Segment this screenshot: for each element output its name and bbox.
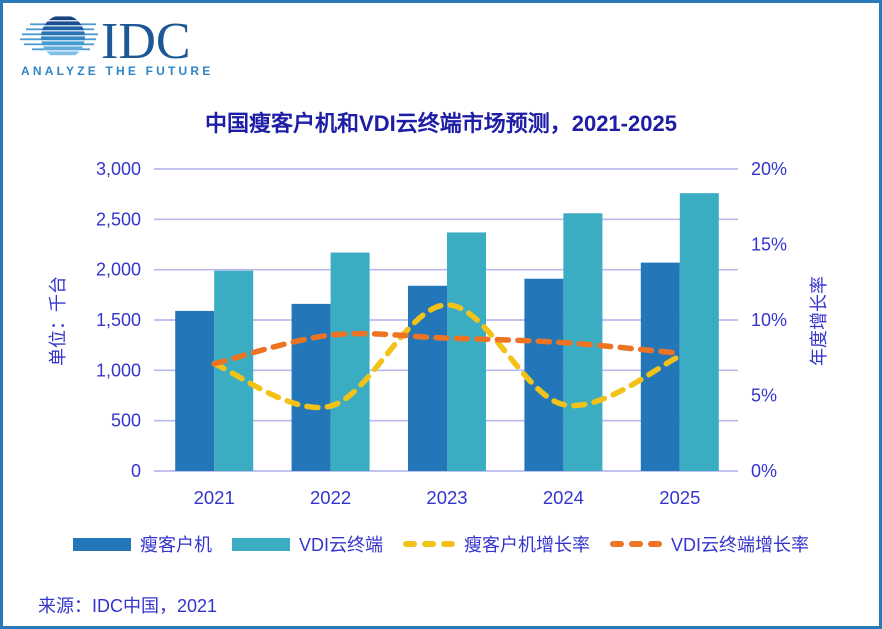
right-axis-tick-label: 5% [751,386,777,406]
legend-item-vdi: VDI云终端 [231,531,383,557]
legend-swatch-vdi-growth-dashes [610,541,662,547]
idc-globe-icon: IDC [20,13,191,70]
left-axis-tick-label: 500 [111,411,141,431]
x-axis-label-2024: 2024 [543,487,584,508]
right-axis-tick-label: 10% [751,310,787,330]
left-axis-tick-label: 0 [131,461,141,481]
bar-vdi-2025 [679,193,719,471]
bar-vdi-2022 [330,252,370,471]
x-axis-label-2023: 2023 [426,487,467,508]
legend-swatch-vdi-bar [231,537,290,551]
x-axis-label-2025: 2025 [659,487,700,508]
logo-idc-text: IDC [101,13,191,70]
bar-thin-client-2021 [175,310,215,471]
bar-vdi-2023 [447,232,486,471]
left-axis-tick-label: 2,500 [96,209,141,229]
left-axis-tick-label: 1,000 [96,360,141,380]
legend-item-vdi-growth: VDI云终端增长率 [610,531,809,557]
bar-thin-client-2023 [408,285,447,471]
bar-thin-client-2022 [291,303,331,471]
right-axis-tick-label: 0% [751,461,777,481]
x-axis-label-2022: 2022 [310,487,351,508]
x-axis-label-2021: 2021 [194,487,235,508]
chart-title: 中国瘦客户机和VDI云终端市场预测，2021-2025 [205,111,677,136]
legend-item-thin-client: 瘦客户机 [72,531,212,557]
right-axis-tick-label: 20% [751,159,787,179]
source-note: 来源：IDC中国，2021 [38,596,218,616]
right-axis-title: 年度增长率 [809,276,829,366]
legend: 瘦客户机 VDI云终端 瘦客户机增长率 VDI云终端增长率 [0,531,882,557]
legend-label-thin-client-growth: 瘦客户机增长率 [464,535,590,555]
legend-swatch-thin-client-growth-dashes [403,541,455,547]
left-axis-tick-label: 2,000 [96,260,141,280]
legend-item-thin-client-growth: 瘦客户机增长率 [403,531,590,557]
legend-label-vdi: VDI云终端 [298,535,383,555]
bar-thin-client-2025 [640,262,680,471]
logo-tagline: ANALYZE THE FUTURE [21,64,214,78]
legend-swatch-thin-client-bar [72,537,131,551]
left-axis-tick-label: 1,500 [96,310,141,330]
vdi-growth-line [211,330,683,367]
idc-logo: IDC ANALYZE THE FUTURE [18,10,238,88]
legend-label-vdi-growth: VDI云终端增长率 [671,535,810,555]
right-axis-tick-label: 15% [751,235,787,255]
bar-thin-client-2024 [524,278,564,471]
left-axis-tick-label: 3,000 [96,159,141,179]
globe-stripes [41,16,85,56]
thin-client-growth-line [211,302,683,411]
legend-label-thin-client: 瘦客户机 [139,535,212,555]
left-axis-title: 单位：千台 [48,276,68,366]
